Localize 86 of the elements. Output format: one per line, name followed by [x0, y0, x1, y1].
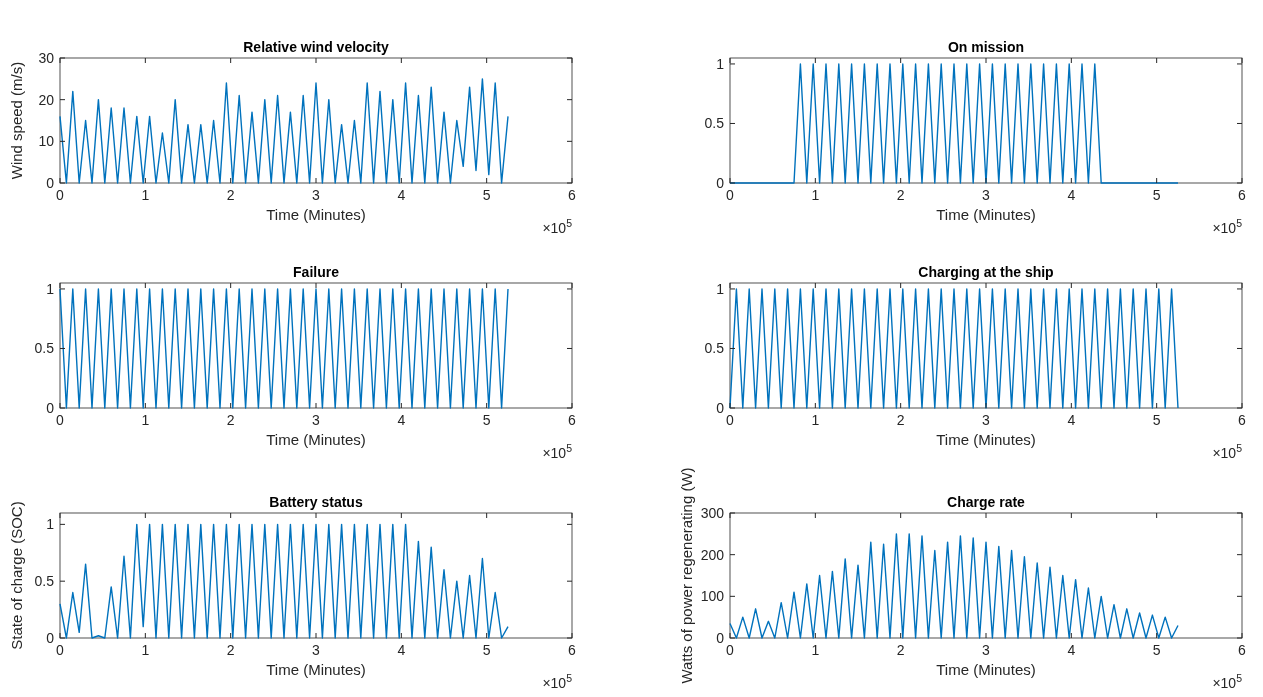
y-tick-label: 20 — [38, 91, 55, 108]
y-tick-label: 1 — [46, 516, 55, 533]
x-tick-label: 0 — [726, 412, 735, 428]
x-tick-label: 5 — [1152, 642, 1161, 658]
x-tick-label: 3 — [312, 412, 321, 428]
x-tick-label: 3 — [982, 187, 991, 203]
y-tick-label: 10 — [38, 133, 55, 150]
x-tick-label: 5 — [1152, 412, 1161, 428]
text: ×10$^{5}$ — [1212, 217, 1243, 236]
chart-title: Failure — [293, 264, 340, 280]
x-tick-label: 4 — [397, 412, 406, 428]
y-tick-label: 0 — [716, 400, 725, 416]
x-tick-label: 4 — [1067, 412, 1076, 428]
x-tick-label: 1 — [811, 642, 820, 658]
x-axis-title: Time (Minutes) — [936, 661, 1036, 678]
y-tick-label: 100 — [700, 588, 725, 605]
x-tick-label: 2 — [896, 412, 905, 428]
chart-title: Charge rate — [947, 494, 1026, 510]
y-tick-label: 30 — [38, 50, 55, 66]
x-axis-title: Time (Minutes) — [936, 431, 1036, 448]
text: ×10$^{5}$ — [542, 217, 573, 236]
x-axis-title: Time (Minutes) — [266, 206, 366, 223]
x-tick-label: 1 — [141, 642, 150, 658]
y-axis-title: Wind speed (m/s) — [8, 61, 25, 180]
x-tick-label: 3 — [982, 412, 991, 428]
x-tick-label: 0 — [56, 642, 65, 658]
x-axis-title: Time (Minutes) — [266, 661, 366, 678]
x-tick-label: 2 — [226, 187, 235, 203]
line-series — [59, 523, 509, 639]
y-tick-label: 0 — [46, 400, 55, 416]
x-tick-label: 5 — [1152, 187, 1161, 203]
y-axis-title: State of charge (SOC) — [8, 501, 25, 650]
y-tick-label: 0.5 — [34, 573, 55, 590]
x-tick-label: 0 — [56, 412, 65, 428]
x-tick-label: 4 — [397, 642, 406, 658]
x-tick-label: 3 — [312, 642, 321, 658]
x-tick-label: 0 — [726, 642, 735, 658]
x-tick-label: 0 — [726, 187, 735, 203]
y-tick-label: 1 — [716, 55, 725, 72]
chart-title: Charging at the ship — [918, 264, 1054, 280]
y-tick-label: 1 — [716, 280, 725, 297]
x-tick-label: 3 — [312, 187, 321, 203]
y-tick-label: 0 — [716, 630, 725, 646]
x-tick-label: 1 — [811, 412, 820, 428]
chart-title: Relative wind velocity — [243, 39, 389, 55]
x-tick-label: 0 — [56, 187, 65, 203]
x-tick-label: 1 — [811, 187, 820, 203]
chart-title: On mission — [947, 39, 1025, 55]
x-tick-label: 4 — [1067, 642, 1076, 658]
x-tick-label: 3 — [982, 642, 991, 658]
x-tick-label: 5 — [482, 642, 491, 658]
line-series — [729, 533, 1179, 639]
y-tick-label: 300 — [700, 505, 725, 521]
x-tick-label: 5 — [482, 412, 491, 428]
x-tick-label: 5 — [482, 187, 491, 203]
y-tick-label: 0 — [716, 175, 725, 191]
x-tick-label: 2 — [226, 642, 235, 658]
x-tick-label: 2 — [896, 187, 905, 203]
x-tick-label: 1 — [141, 412, 150, 428]
x-tick-label: 6 — [568, 187, 577, 203]
x-tick-label: 2 — [896, 642, 905, 658]
x-tick-label: 4 — [397, 187, 406, 203]
y-tick-label: 0.5 — [704, 115, 725, 132]
x-tick-label: 4 — [1067, 187, 1076, 203]
x-axis-title: Time (Minutes) — [936, 206, 1036, 223]
text: ×10$^{5}$ — [542, 672, 573, 691]
text: ×10$^{5}$ — [1212, 442, 1243, 461]
text: ×10$^{5}$ — [1212, 672, 1243, 691]
y-tick-label: 200 — [700, 546, 725, 563]
x-tick-label: 6 — [1238, 187, 1247, 203]
y-tick-label: 0 — [46, 630, 55, 646]
y-tick-label: 0.5 — [704, 340, 725, 357]
y-tick-label: 0 — [46, 175, 55, 191]
x-tick-label: 6 — [568, 642, 577, 658]
x-tick-label: 1 — [141, 187, 150, 203]
x-tick-label: 2 — [226, 412, 235, 428]
x-axis-title: Time (Minutes) — [266, 431, 366, 448]
x-tick-label: 6 — [568, 412, 577, 428]
line-series — [59, 78, 509, 184]
y-tick-label: 0.5 — [34, 340, 55, 357]
x-tick-label: 6 — [1238, 642, 1247, 658]
y-axis-title: Watts of power regenerating (W) — [678, 467, 695, 684]
y-tick-label: 1 — [46, 280, 55, 297]
x-tick-label: 6 — [1238, 412, 1247, 428]
text: ×10$^{5}$ — [542, 442, 573, 461]
chart-title: Battery status — [269, 494, 363, 510]
